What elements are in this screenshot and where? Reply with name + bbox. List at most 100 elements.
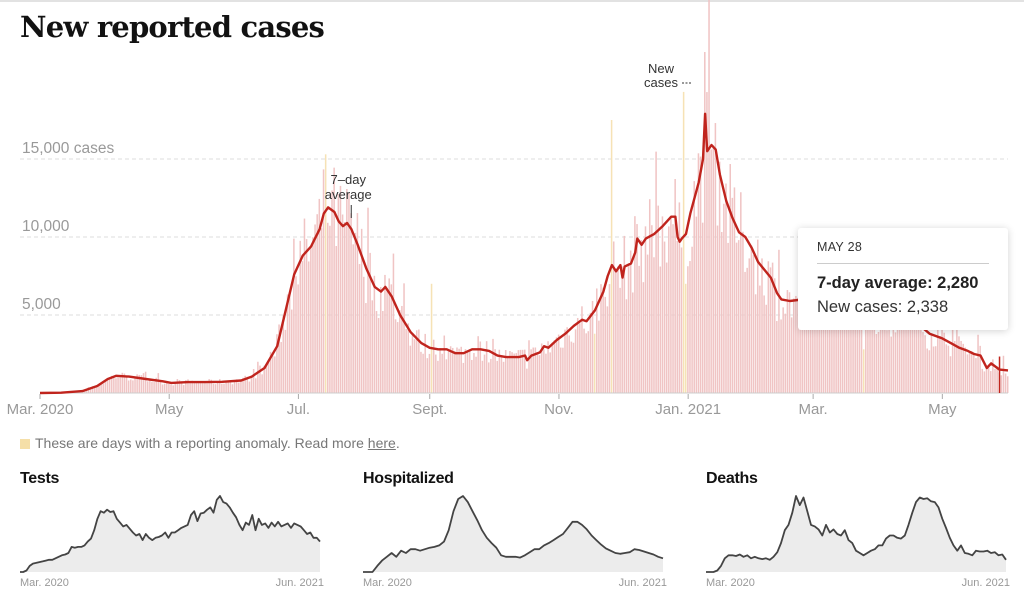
case-bar[interactable] <box>257 361 259 393</box>
case-bar[interactable] <box>585 333 587 393</box>
case-bar[interactable] <box>632 292 634 393</box>
anomaly-bar[interactable] <box>593 333 596 393</box>
case-bar[interactable] <box>790 317 793 393</box>
case-bar[interactable] <box>642 282 645 393</box>
case-bar[interactable] <box>934 346 937 393</box>
case-bar[interactable] <box>293 238 295 393</box>
case-bar[interactable] <box>320 228 323 393</box>
case-bar[interactable] <box>776 321 778 393</box>
case-bar[interactable] <box>502 361 505 393</box>
case-bar[interactable] <box>566 327 568 393</box>
case-bar[interactable] <box>288 293 291 393</box>
case-bar[interactable] <box>276 334 278 393</box>
case-bar[interactable] <box>793 298 795 393</box>
case-bar[interactable] <box>839 327 842 393</box>
case-bar[interactable] <box>636 224 638 393</box>
case-bar[interactable] <box>915 293 918 393</box>
case-bar[interactable] <box>189 382 191 393</box>
case-bar[interactable] <box>487 362 490 393</box>
case-bar[interactable] <box>238 382 240 393</box>
case-bar[interactable] <box>365 303 367 393</box>
case-bar[interactable] <box>155 377 157 393</box>
case-bar[interactable] <box>987 367 990 393</box>
case-bar[interactable] <box>337 194 340 393</box>
case-bar[interactable] <box>346 189 348 393</box>
case-bar[interactable] <box>316 214 318 393</box>
case-bar[interactable] <box>731 197 734 393</box>
case-bar[interactable] <box>363 276 365 393</box>
case-bar[interactable] <box>519 349 522 393</box>
case-bar[interactable] <box>761 258 763 393</box>
case-bar[interactable] <box>373 275 376 393</box>
case-bar[interactable] <box>210 379 213 393</box>
case-bar[interactable] <box>424 333 426 393</box>
case-bar[interactable] <box>377 317 380 393</box>
case-bar[interactable] <box>231 384 234 393</box>
case-bar[interactable] <box>756 239 759 393</box>
case-bar[interactable] <box>691 246 693 393</box>
case-bar[interactable] <box>786 290 789 393</box>
case-bar[interactable] <box>352 244 354 393</box>
case-bar[interactable] <box>468 350 471 393</box>
case-bar[interactable] <box>291 309 293 393</box>
case-bar[interactable] <box>159 380 162 393</box>
case-bar[interactable] <box>511 352 513 393</box>
case-bar[interactable] <box>668 226 670 393</box>
case-bar[interactable] <box>108 378 111 393</box>
case-bar[interactable] <box>858 288 861 393</box>
case-bar[interactable] <box>259 365 261 393</box>
case-bar[interactable] <box>136 374 138 393</box>
case-bar[interactable] <box>390 284 393 393</box>
case-bar[interactable] <box>968 351 971 393</box>
case-bar[interactable] <box>795 295 797 393</box>
case-bar[interactable] <box>151 381 153 393</box>
case-bar[interactable] <box>655 151 657 393</box>
case-bar[interactable] <box>303 218 306 393</box>
case-bar[interactable] <box>115 378 117 393</box>
case-bar[interactable] <box>142 373 145 393</box>
case-bar[interactable] <box>924 335 926 393</box>
case-bar[interactable] <box>706 92 708 393</box>
case-bar[interactable] <box>780 319 782 393</box>
case-bar[interactable] <box>331 190 333 393</box>
case-bar[interactable] <box>805 314 808 393</box>
case-bar[interactable] <box>985 365 988 393</box>
small-chart-tests[interactable]: Tests Mar. 2020 Jun. 2021 <box>20 468 330 608</box>
case-bar[interactable] <box>951 319 954 393</box>
case-bar[interactable] <box>754 294 757 393</box>
case-bar[interactable] <box>140 375 143 393</box>
case-bar[interactable] <box>712 145 715 393</box>
read-more-link[interactable]: here <box>367 435 396 451</box>
case-bar[interactable] <box>182 385 185 393</box>
case-bar[interactable] <box>937 304 939 393</box>
case-bar[interactable] <box>886 330 888 393</box>
case-bar[interactable] <box>515 353 518 393</box>
case-bar[interactable] <box>96 386 98 393</box>
case-bar[interactable] <box>418 329 420 393</box>
case-bar[interactable] <box>576 317 579 393</box>
case-bar[interactable] <box>89 388 92 393</box>
case-bar[interactable] <box>949 356 952 393</box>
case-bar[interactable] <box>818 294 820 393</box>
case-bar[interactable] <box>903 312 905 393</box>
case-bar[interactable] <box>945 344 948 393</box>
case-bar[interactable] <box>180 381 183 393</box>
case-bar[interactable] <box>451 347 454 393</box>
case-bar[interactable] <box>873 307 876 393</box>
case-bar[interactable] <box>206 383 208 393</box>
case-bar[interactable] <box>271 355 274 393</box>
case-bar[interactable] <box>680 247 683 393</box>
case-bar[interactable] <box>769 267 772 393</box>
case-bar[interactable] <box>1000 375 1003 393</box>
case-bar[interactable] <box>517 350 520 393</box>
case-bar[interactable] <box>996 366 998 393</box>
case-bar[interactable] <box>504 349 507 393</box>
case-bar[interactable] <box>926 348 928 393</box>
case-bar[interactable] <box>553 340 556 393</box>
case-bar[interactable] <box>604 296 607 393</box>
case-bar[interactable] <box>144 371 147 393</box>
case-bar[interactable] <box>543 349 545 393</box>
case-bar[interactable] <box>415 330 418 393</box>
case-bar[interactable] <box>930 335 933 393</box>
case-bar[interactable] <box>598 320 600 393</box>
